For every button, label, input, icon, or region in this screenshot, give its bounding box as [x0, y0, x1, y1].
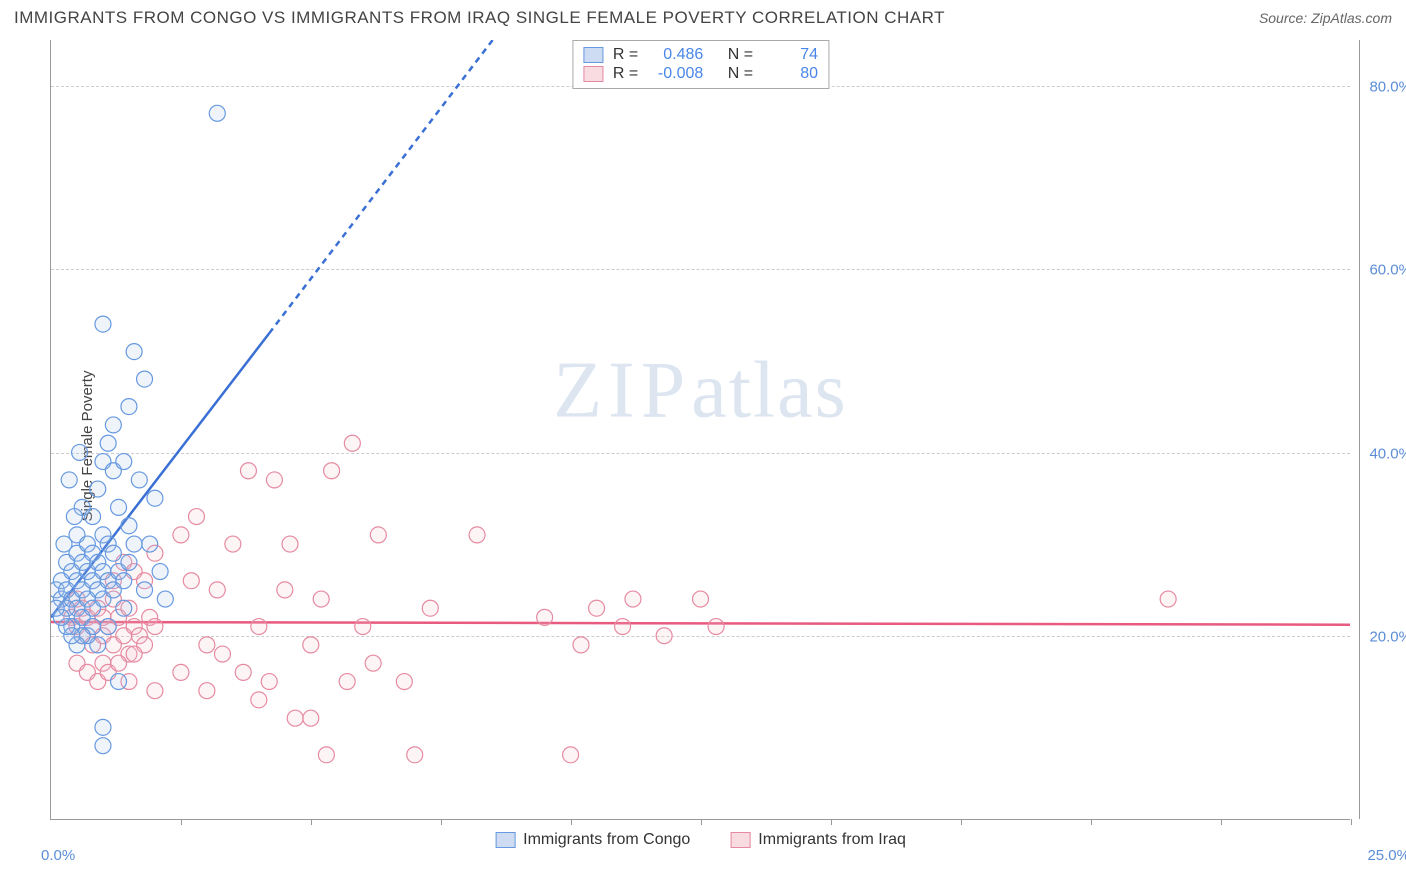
legend-item-congo: Immigrants from Congo: [495, 831, 690, 849]
x-axis-min-label: 0.0%: [41, 847, 75, 864]
stats-legend-box: R = 0.486 N = 74 R = -0.008 N = 80: [572, 40, 829, 89]
source-attribution: Source: ZipAtlas.com: [1259, 10, 1392, 26]
x-axis-max-label: 25.0%: [1367, 847, 1406, 864]
chart-title: IMMIGRANTS FROM CONGO VS IMMIGRANTS FROM…: [14, 8, 945, 28]
swatch-congo-icon: [495, 832, 515, 848]
stat-r-congo: 0.486: [648, 46, 703, 64]
stats-row-iraq: R = -0.008 N = 80: [583, 65, 818, 83]
scatter-plot-svg: [51, 40, 1350, 819]
bottom-legend: Immigrants from Congo Immigrants from Ir…: [495, 831, 906, 849]
legend-label-iraq: Immigrants from Iraq: [758, 831, 906, 849]
swatch-congo-icon: [583, 47, 603, 63]
legend-label-congo: Immigrants from Congo: [523, 831, 690, 849]
stat-n-label: N =: [728, 65, 753, 83]
swatch-iraq-icon: [730, 832, 750, 848]
legend-item-iraq: Immigrants from Iraq: [730, 831, 906, 849]
swatch-iraq-icon: [583, 66, 603, 82]
stat-n-iraq: 80: [763, 65, 818, 83]
plot-area: ZIPatlas R = 0.486 N = 74 R = -0.008 N =…: [50, 40, 1350, 820]
stats-row-congo: R = 0.486 N = 74: [583, 46, 818, 64]
stat-n-congo: 74: [763, 46, 818, 64]
stat-r-iraq: -0.008: [648, 65, 703, 83]
stat-r-label: R =: [613, 65, 638, 83]
stat-n-label: N =: [728, 46, 753, 64]
chart-container: ZIPatlas R = 0.486 N = 74 R = -0.008 N =…: [50, 40, 1360, 840]
stat-r-label: R =: [613, 46, 638, 64]
